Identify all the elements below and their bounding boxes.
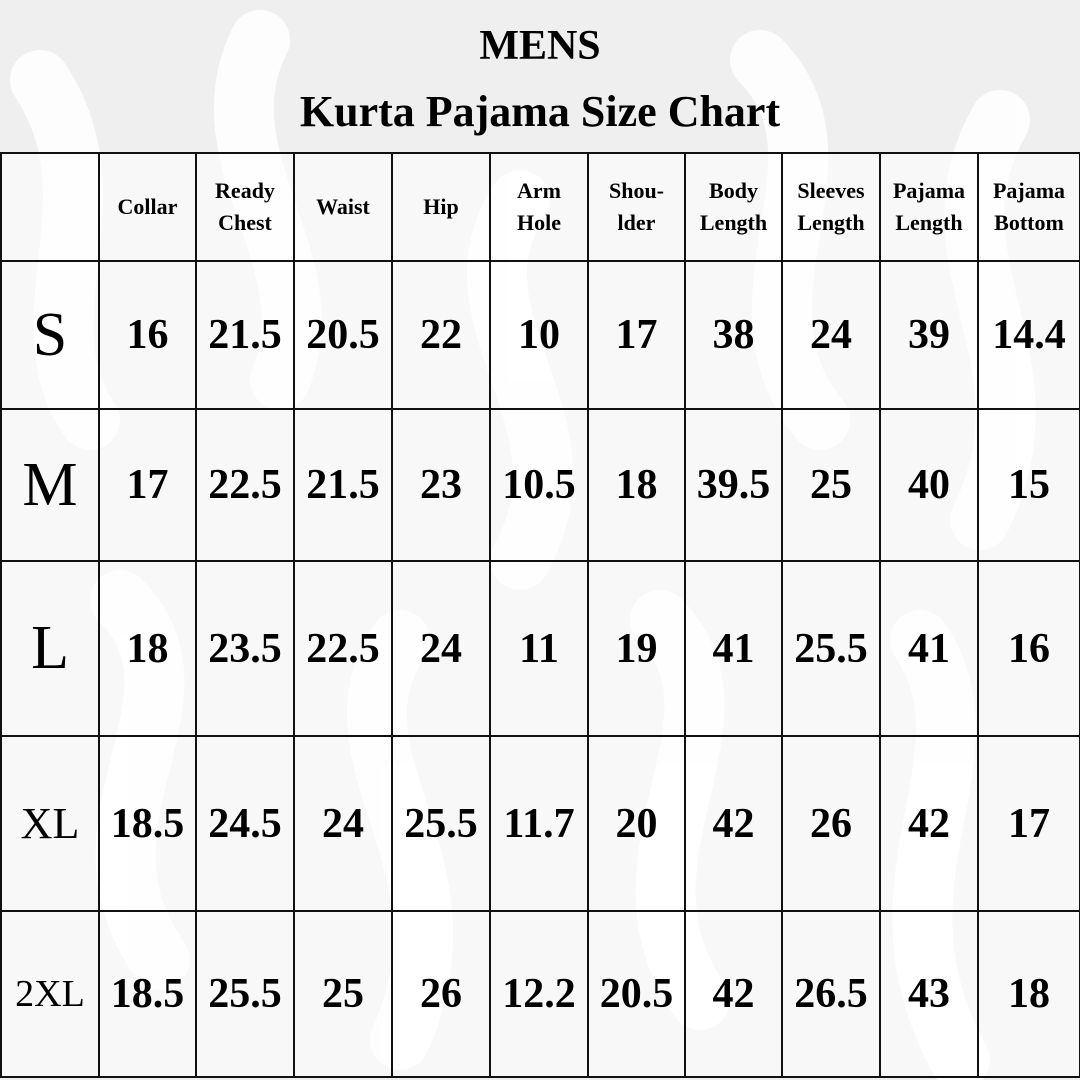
- measurement-cell: 25.5: [391, 735, 491, 912]
- measurement-cell: 18: [977, 910, 1080, 1078]
- measurement-cell: 18.5: [98, 735, 197, 912]
- measurement-cell: 17: [98, 408, 197, 562]
- measurement-cell: 25: [293, 910, 393, 1078]
- measurement-cell: 41: [879, 560, 979, 737]
- measurement-cell: 41: [684, 560, 783, 737]
- column-header: Hip: [391, 152, 491, 262]
- column-header: Pajama Length: [879, 152, 979, 262]
- measurement-cell: 26: [391, 910, 491, 1078]
- column-header: Shou-lder: [587, 152, 686, 262]
- measurement-cell: 20.5: [293, 260, 393, 410]
- measurement-cell: 10: [489, 260, 589, 410]
- measurement-cell: 39.5: [684, 408, 783, 562]
- measurement-cell: 43: [879, 910, 979, 1078]
- measurement-cell: 23.5: [195, 560, 295, 737]
- size-label: XL: [0, 735, 100, 912]
- measurement-cell: 18: [587, 408, 686, 562]
- measurement-cell: 23: [391, 408, 491, 562]
- size-label: M: [0, 408, 100, 562]
- measurement-cell: 40: [879, 408, 979, 562]
- measurement-cell: 24: [293, 735, 393, 912]
- measurement-cell: 17: [977, 735, 1080, 912]
- page-subtitle: Kurta Pajama Size Chart: [299, 87, 781, 136]
- measurement-cell: 26.5: [781, 910, 881, 1078]
- column-header: Body Length: [684, 152, 783, 262]
- column-header: Collar: [98, 152, 197, 262]
- measurement-cell: 20.5: [587, 910, 686, 1078]
- measurement-cell: 21.5: [293, 408, 393, 562]
- measurement-cell: 16: [98, 260, 197, 410]
- measurement-cell: 39: [879, 260, 979, 410]
- measurement-cell: 24: [781, 260, 881, 410]
- column-header: [0, 152, 100, 262]
- measurement-cell: 16: [977, 560, 1080, 737]
- column-header: Ready Chest: [195, 152, 295, 262]
- measurement-cell: 24: [391, 560, 491, 737]
- measurement-cell: 11: [489, 560, 589, 737]
- measurement-cell: 22: [391, 260, 491, 410]
- measurement-cell: 22.5: [195, 408, 295, 562]
- column-header: Sleeves Length: [781, 152, 881, 262]
- measurement-cell: 42: [684, 910, 783, 1078]
- table-row: 2XL 18.5 25.5 25 26 12.2 20.5 42 26.5 43 18: [0, 910, 1080, 1078]
- measurement-cell: 11.7: [489, 735, 589, 912]
- size-chart-table: Collar Ready Chest Waist Hip Arm Hole Shou-lder…: [0, 152, 1080, 1078]
- size-label: 2XL: [0, 910, 100, 1078]
- header-row: Collar Ready Chest Waist Hip Arm Hole Shou-lder…: [0, 152, 1080, 262]
- column-header: Pajama Bottom: [977, 152, 1080, 262]
- measurement-cell: 38: [684, 260, 783, 410]
- measurement-cell: 18: [98, 560, 197, 737]
- table-row: XL 18.5 24.5 24 25.5 11.7 20 42 26 42 17: [0, 735, 1080, 912]
- measurement-cell: 10.5: [489, 408, 589, 562]
- measurement-cell: 21.5: [195, 260, 295, 410]
- measurement-cell: 12.2: [489, 910, 589, 1078]
- measurement-cell: 26: [781, 735, 881, 912]
- table-row: S 16 21.5 20.5 22 10 17 38 24 39 14.4: [0, 260, 1080, 410]
- measurement-cell: 42: [879, 735, 979, 912]
- measurement-cell: 22.5: [293, 560, 393, 737]
- measurement-cell: 24.5: [195, 735, 295, 912]
- measurement-cell: 25.5: [781, 560, 881, 737]
- size-label: S: [0, 260, 100, 410]
- measurement-cell: 15: [977, 408, 1080, 562]
- column-header: Arm Hole: [489, 152, 589, 262]
- measurement-cell: 17: [587, 260, 686, 410]
- measurement-cell: 14.4: [977, 260, 1080, 410]
- page-title: MENS: [479, 23, 601, 69]
- measurement-cell: 19: [587, 560, 686, 737]
- table-row: M 17 22.5 21.5 23 10.5 18 39.5 25 40 15: [0, 408, 1080, 562]
- measurement-cell: 18.5: [98, 910, 197, 1078]
- measurement-cell: 25.5: [195, 910, 295, 1078]
- table-row: L 18 23.5 22.5 24 11 19 41 25.5 41 16: [0, 560, 1080, 737]
- measurement-cell: 25: [781, 408, 881, 562]
- column-header: Waist: [293, 152, 393, 262]
- measurement-cell: 20: [587, 735, 686, 912]
- measurement-cell: 42: [684, 735, 783, 912]
- size-label: L: [0, 560, 100, 737]
